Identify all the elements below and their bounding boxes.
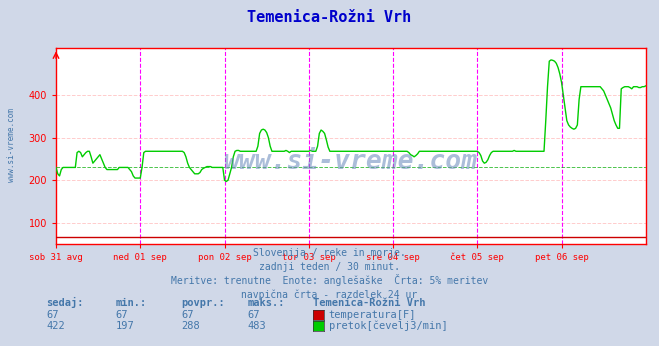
Text: Temenica-Rožni Vrh: Temenica-Rožni Vrh (313, 298, 426, 308)
Text: www.si-vreme.com: www.si-vreme.com (224, 149, 478, 175)
Text: zadnji teden / 30 minut.: zadnji teden / 30 minut. (259, 262, 400, 272)
Text: 67: 67 (46, 310, 59, 320)
Text: 197: 197 (115, 321, 134, 331)
Text: 422: 422 (46, 321, 65, 331)
Text: min.:: min.: (115, 298, 146, 308)
Text: Slovenija / reke in morje.: Slovenija / reke in morje. (253, 248, 406, 258)
Text: povpr.:: povpr.: (181, 298, 225, 308)
Text: navpična črta - razdelek 24 ur: navpična črta - razdelek 24 ur (241, 289, 418, 300)
Text: maks.:: maks.: (247, 298, 285, 308)
Text: Temenica-Rožni Vrh: Temenica-Rožni Vrh (247, 10, 412, 26)
Text: 483: 483 (247, 321, 266, 331)
Text: 288: 288 (181, 321, 200, 331)
Text: sedaj:: sedaj: (46, 297, 84, 308)
Text: 67: 67 (181, 310, 194, 320)
Text: 67: 67 (115, 310, 128, 320)
Text: www.si-vreme.com: www.si-vreme.com (7, 108, 16, 182)
Text: 67: 67 (247, 310, 260, 320)
Text: Meritve: trenutne  Enote: anglešaške  Črta: 5% meritev: Meritve: trenutne Enote: anglešaške Črta… (171, 274, 488, 286)
Text: temperatura[F]: temperatura[F] (329, 310, 416, 320)
Text: pretok[čevelj3/min]: pretok[čevelj3/min] (329, 321, 447, 331)
